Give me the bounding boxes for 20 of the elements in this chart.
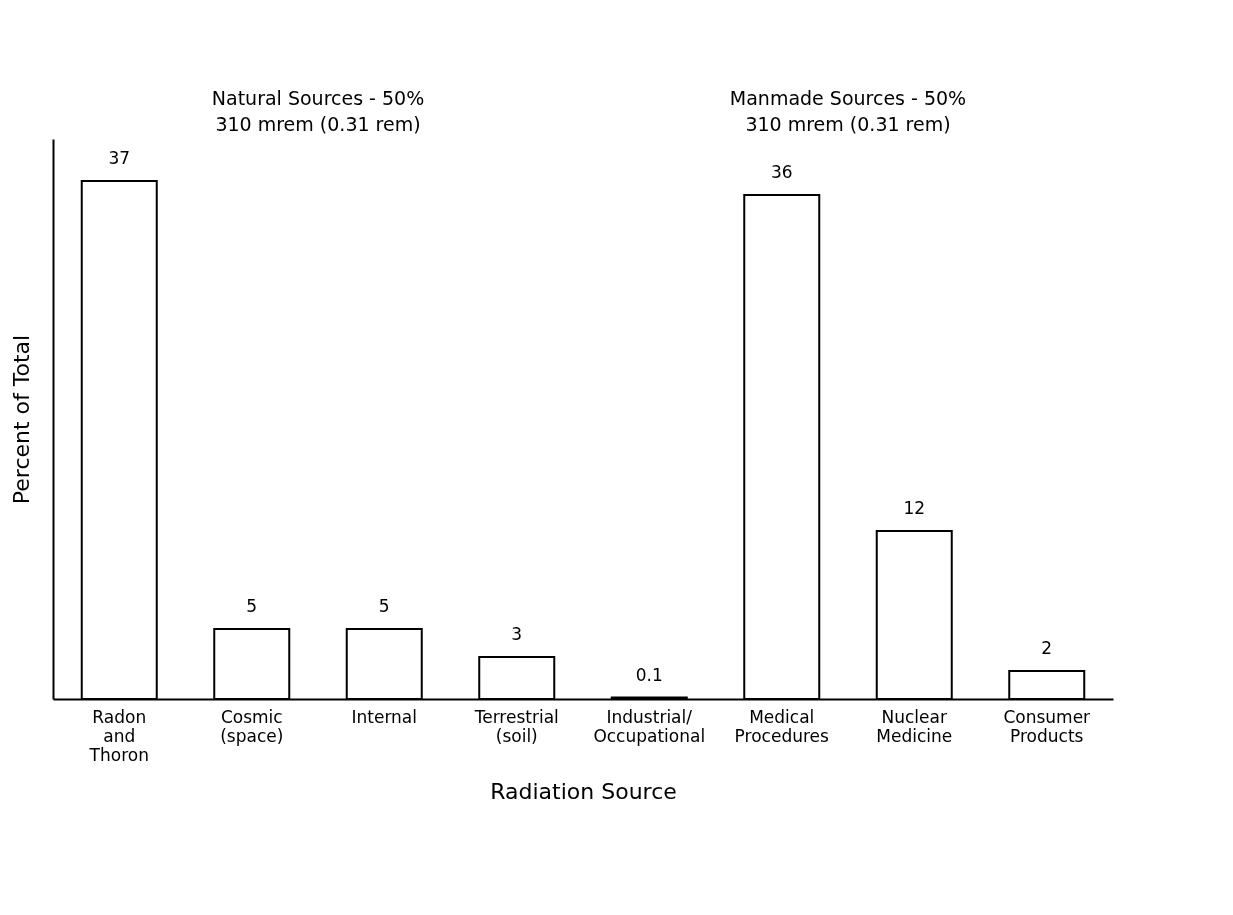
data-label: 2 [1041, 638, 1053, 658]
data-label: 5 [246, 596, 258, 616]
x-tick-label: Consumer Products [1003, 706, 1091, 746]
x-tick-label: Cosmic (space) [220, 706, 284, 746]
x-tick-label: Nuclear Medicine [876, 706, 953, 746]
x-tick-label: Internal [351, 706, 418, 727]
x-tick-label: Radon and Thoron [88, 706, 149, 765]
x-tick-label: Industrial/Occupational [593, 706, 706, 746]
x-axis-title: Radiation Source [490, 778, 677, 804]
data-label: 12 [903, 498, 926, 518]
x-tick-label: Terrestrial (soil) [473, 706, 559, 746]
data-label: 36 [770, 162, 793, 182]
data-label: 5 [378, 596, 390, 616]
text: Manmade Sources - 50% 310 mrem (0.31 rem) [729, 87, 967, 135]
y-axis-title: Percent of Total [8, 334, 34, 505]
text: Natural Sources - 50% 310 mrem (0.31 rem) [211, 87, 425, 135]
x-tick-label: Medical Procedures [734, 706, 830, 746]
data-label: 0.1 [635, 664, 663, 685]
data-label: 37 [108, 148, 131, 168]
data-label: 3 [511, 624, 523, 644]
